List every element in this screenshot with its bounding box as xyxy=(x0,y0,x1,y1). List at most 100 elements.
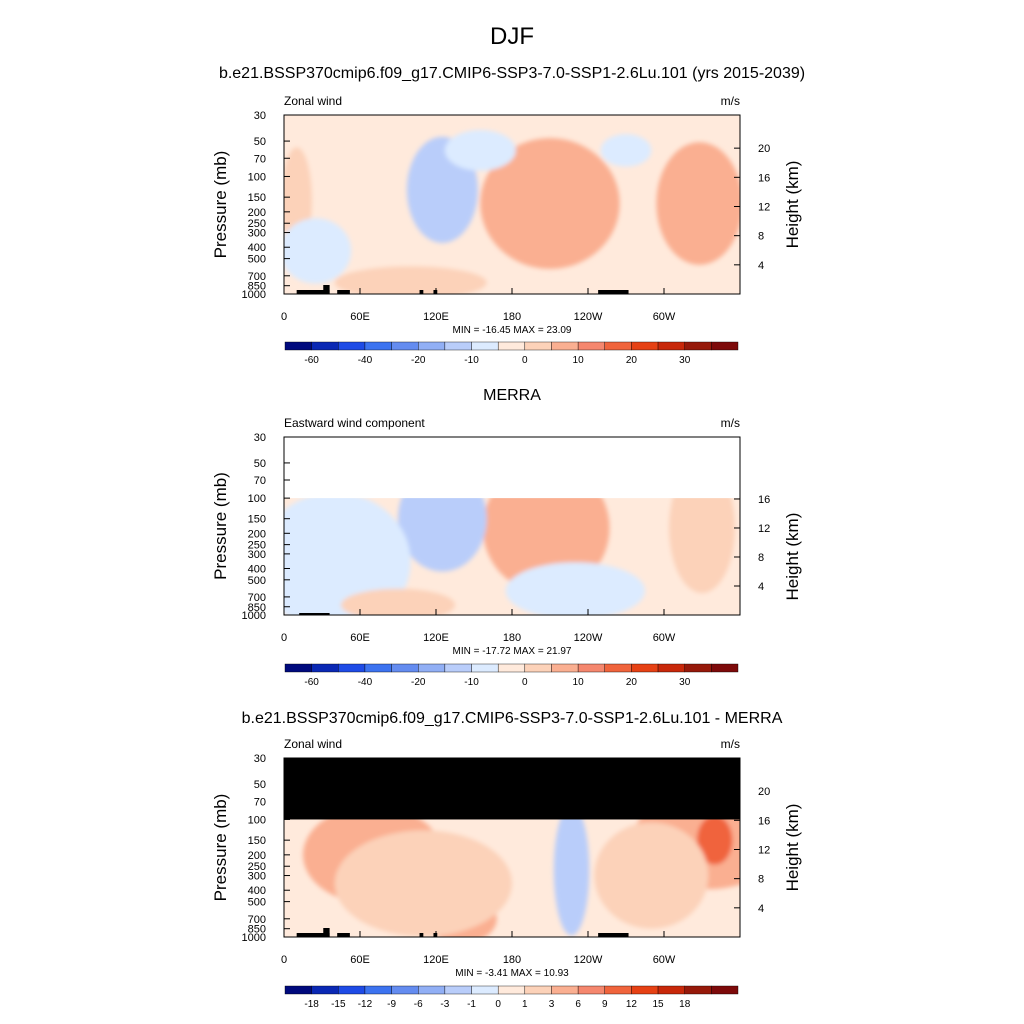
y-tick-label: 500 xyxy=(248,897,266,909)
colorbar-label: 10 xyxy=(573,677,585,688)
topography xyxy=(296,290,330,294)
y2-tick-label: 4 xyxy=(758,903,764,915)
colorbar-swatch xyxy=(471,341,499,351)
units-label: m/s xyxy=(721,94,740,108)
figure-title: DJF xyxy=(490,23,534,50)
x-tick-label: 120E xyxy=(423,954,449,966)
y-tick-label: 500 xyxy=(248,575,266,587)
y-tick-label: 1000 xyxy=(242,932,266,944)
topography xyxy=(323,928,330,937)
contour-region xyxy=(284,218,352,284)
topography xyxy=(419,933,424,937)
colorbar-label: 18 xyxy=(679,999,691,1010)
colorbar-swatch xyxy=(391,663,419,673)
colorbar-label: -60 xyxy=(304,677,319,688)
contour-region xyxy=(284,492,411,615)
panel-title: b.e21.BSSP370cmip6.f09_g17.CMIP6-SSP3-7.… xyxy=(219,65,805,82)
y2-tick-label: 8 xyxy=(758,231,764,243)
colorbar-swatch xyxy=(338,341,366,351)
colorbar-label: -3 xyxy=(440,999,449,1010)
colorbar-label: -12 xyxy=(358,999,373,1010)
colorbar-swatch xyxy=(418,663,446,673)
y2-tick-label: 16 xyxy=(758,815,770,827)
colorbar-label: -10 xyxy=(464,355,479,366)
colorbar-swatch xyxy=(631,341,659,351)
y-tick-label: 400 xyxy=(248,885,266,897)
x-tick-label: 120W xyxy=(574,954,603,966)
colorbar-swatch xyxy=(338,985,366,995)
colorbar-swatch xyxy=(684,341,712,351)
colorbar-swatch xyxy=(604,341,632,351)
y-tick-label: 100 xyxy=(248,814,266,826)
contour-field xyxy=(284,115,740,294)
y2-tick-label: 12 xyxy=(758,844,770,856)
contour-region xyxy=(444,130,516,171)
topography xyxy=(598,290,629,294)
y2-tick-label: 8 xyxy=(758,874,764,886)
colorbar-label: -1 xyxy=(467,999,476,1010)
colorbar-swatch xyxy=(471,985,499,995)
y-tick-label: 50 xyxy=(254,458,266,470)
colorbar-swatch xyxy=(657,663,685,673)
y-tick-label: 250 xyxy=(248,218,266,230)
topography xyxy=(296,933,330,937)
colorbar-label: 12 xyxy=(626,999,638,1010)
colorbar-swatch xyxy=(524,663,552,673)
y-tick-label: 100 xyxy=(248,171,266,183)
colorbar-swatch xyxy=(418,985,446,995)
y-tick-label: 30 xyxy=(254,110,266,122)
x-tick-label: 0 xyxy=(281,632,287,644)
y2-tick-label: 16 xyxy=(758,172,770,184)
colorbar-swatch xyxy=(577,341,605,351)
y-tick-label: 700 xyxy=(248,592,266,604)
y2-tick-label: 12 xyxy=(758,201,770,213)
y2-tick-label: 16 xyxy=(758,494,770,506)
units-label: m/s xyxy=(721,416,740,430)
colorbar-swatch xyxy=(497,341,526,351)
y-tick-label: 850 xyxy=(248,281,266,293)
y2-axis-label: Height (km) xyxy=(783,513,802,601)
min-max-label: MIN = -3.41 MAX = 10.93 xyxy=(455,968,569,979)
colorbar-swatch xyxy=(284,663,312,673)
colorbar-label: -6 xyxy=(414,999,423,1010)
y-tick-label: 150 xyxy=(248,514,266,526)
colorbar-swatch xyxy=(311,341,339,351)
colorbar-swatch xyxy=(551,663,579,673)
x-tick-label: 180 xyxy=(503,311,521,323)
y-tick-label: 850 xyxy=(248,924,266,936)
colorbar-label: -40 xyxy=(358,355,373,366)
colorbar-label: 10 xyxy=(573,355,585,366)
colorbar-swatch xyxy=(418,341,446,351)
colorbar-swatch xyxy=(444,663,472,673)
colorbar-swatch xyxy=(364,663,392,673)
colorbar-label: -40 xyxy=(358,677,373,688)
x-tick-label: 180 xyxy=(503,954,521,966)
contour-field xyxy=(284,437,740,615)
colorbar-label: -18 xyxy=(304,999,319,1010)
y-tick-label: 30 xyxy=(254,753,266,765)
contour-layers xyxy=(284,130,740,294)
y-tick-label: 150 xyxy=(248,835,266,847)
y2-tick-label: 4 xyxy=(758,581,764,593)
missing-data-mask xyxy=(284,758,740,820)
topography xyxy=(299,613,330,615)
topography xyxy=(598,933,629,937)
min-max-label: MIN = -17.72 MAX = 21.97 xyxy=(453,646,572,657)
colorbar-label: 15 xyxy=(652,999,664,1010)
y-axis-label: Pressure (mb) xyxy=(211,794,230,902)
contour-region xyxy=(594,822,709,929)
y-tick-label: 700 xyxy=(248,271,266,283)
contour-region xyxy=(553,804,590,936)
colorbar-label: 3 xyxy=(549,999,555,1010)
y-tick-label: 100 xyxy=(248,493,266,505)
y-tick-label: 30 xyxy=(254,432,266,444)
colorbar-swatch xyxy=(657,985,685,995)
x-tick-label: 120W xyxy=(574,632,603,644)
contour-region xyxy=(480,138,620,269)
x-tick-label: 120E xyxy=(423,632,449,644)
x-tick-label: 60E xyxy=(350,954,370,966)
x-tick-label: 60W xyxy=(653,954,676,966)
x-tick-label: 0 xyxy=(281,954,287,966)
